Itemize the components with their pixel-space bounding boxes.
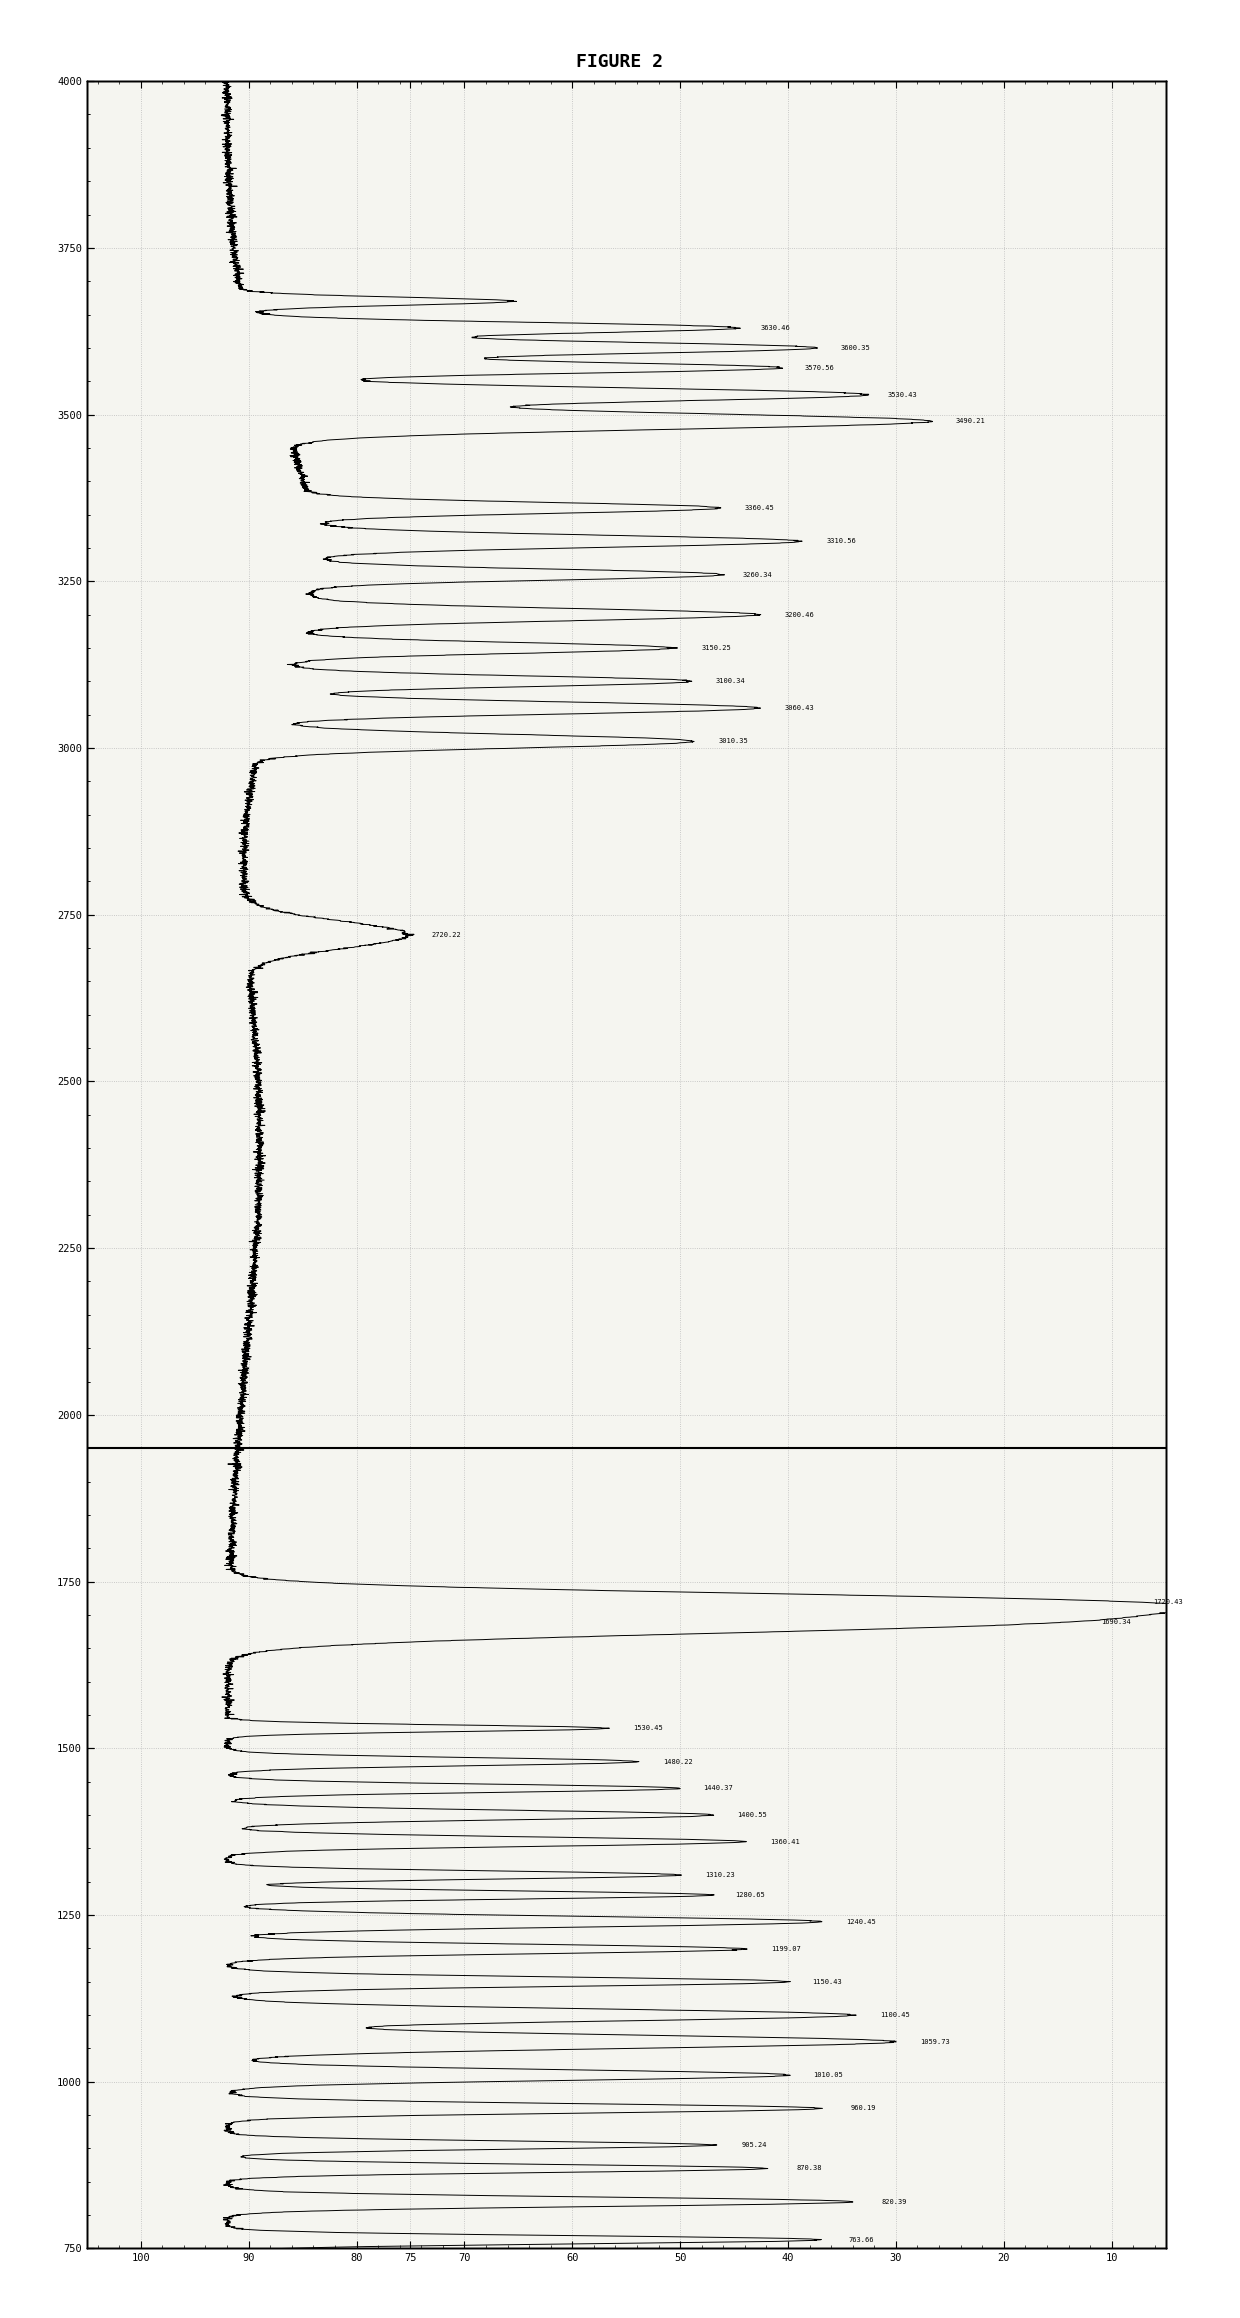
Text: 870.38: 870.38 [796, 2165, 822, 2172]
Text: 1480.22: 1480.22 [663, 1759, 693, 1764]
Text: 3260.34: 3260.34 [743, 573, 773, 577]
Text: 3490.21: 3490.21 [956, 417, 986, 424]
Text: 3600.35: 3600.35 [839, 345, 869, 350]
Text: 1280.65: 1280.65 [735, 1891, 765, 1898]
Text: 905.24: 905.24 [742, 2142, 768, 2149]
Text: 3150.25: 3150.25 [702, 644, 732, 651]
Text: 1720.43: 1720.43 [1153, 1599, 1183, 1604]
Text: 1360.41: 1360.41 [770, 1838, 800, 1845]
Text: 3010.35: 3010.35 [718, 739, 748, 744]
Text: 3200.46: 3200.46 [785, 612, 815, 617]
Text: 1440.37: 1440.37 [703, 1785, 733, 1792]
Text: 1100.45: 1100.45 [880, 2012, 910, 2019]
Text: 1310.23: 1310.23 [706, 1873, 735, 1878]
Text: 3310.56: 3310.56 [826, 538, 856, 545]
Text: 3100.34: 3100.34 [715, 679, 745, 684]
Text: 1010.05: 1010.05 [813, 2072, 843, 2077]
Text: 1530.45: 1530.45 [634, 1725, 663, 1732]
Text: 1400.55: 1400.55 [738, 1813, 766, 1817]
Text: 763.66: 763.66 [849, 2237, 874, 2244]
Text: 1059.73: 1059.73 [920, 2040, 950, 2044]
Text: FIGURE 2: FIGURE 2 [577, 53, 663, 72]
Text: 3360.45: 3360.45 [745, 505, 775, 510]
Text: 960.19: 960.19 [851, 2105, 877, 2112]
Text: 1199.07: 1199.07 [771, 1947, 801, 1952]
Text: 1690.34: 1690.34 [1101, 1618, 1131, 1625]
Text: 2720.22: 2720.22 [432, 932, 461, 939]
Text: 3530.43: 3530.43 [888, 392, 918, 399]
Text: 1150.43: 1150.43 [812, 1980, 842, 1984]
Text: 820.39: 820.39 [882, 2200, 906, 2204]
Text: 3630.46: 3630.46 [761, 325, 791, 331]
Text: 3570.56: 3570.56 [804, 364, 833, 371]
Text: 3060.43: 3060.43 [785, 705, 815, 712]
Text: 1240.45: 1240.45 [846, 1919, 875, 1924]
